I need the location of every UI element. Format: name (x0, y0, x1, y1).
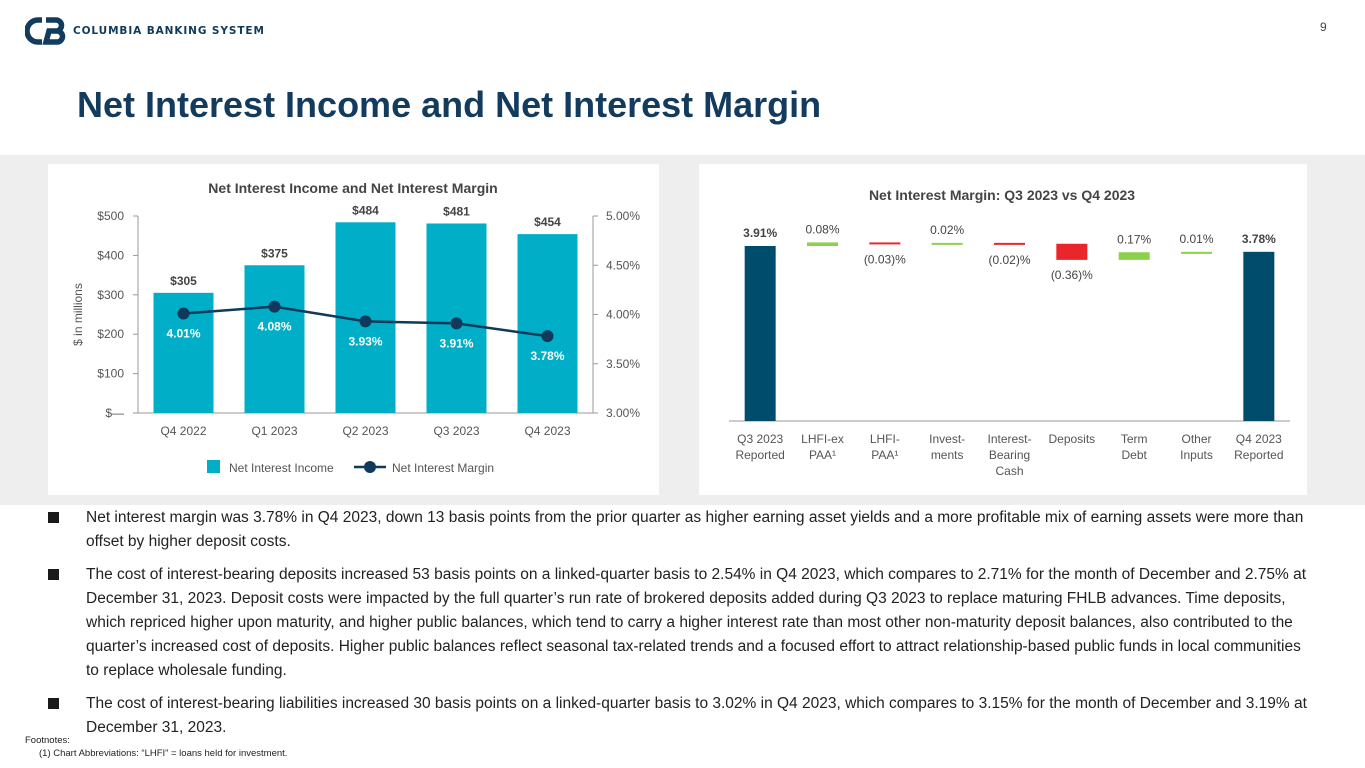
waterfall-category-label: Reported (735, 448, 784, 462)
left-tick-label: $300 (97, 288, 124, 302)
waterfall-category-label: LHFI- (870, 432, 900, 446)
legend-swatch-nii (207, 460, 220, 473)
waterfall-value-label: 3.78% (1242, 232, 1276, 246)
waterfall-category-label: Term (1121, 432, 1148, 446)
square-bullet-icon (48, 569, 59, 580)
waterfall-category-label: Other (1181, 432, 1211, 446)
square-bullet-icon (48, 512, 59, 523)
waterfall-bar (1056, 243, 1088, 260)
waterfall-category-label: ments (931, 448, 964, 462)
nim-point (541, 330, 554, 343)
nim-point (450, 317, 463, 330)
waterfall-category-label: Interest- (987, 432, 1031, 446)
bullet-text: Net interest margin was 3.78% in Q4 2023… (86, 509, 1304, 550)
nim-point-label: 3.93% (348, 334, 382, 348)
waterfall-value-label: (0.02)% (988, 253, 1030, 267)
waterfall-bar (931, 242, 963, 245)
waterfall-value-label: 0.08% (805, 222, 839, 236)
nii-bar-label: $481 (443, 204, 470, 218)
left-tick-label: $— (105, 406, 124, 420)
footnote-item: (1) Chart Abbreviations: “LHFI” = loans … (39, 748, 288, 759)
nim-point (359, 315, 372, 328)
nii-bar-label: $454 (534, 215, 561, 229)
waterfall-value-label: (0.36)% (1051, 268, 1093, 282)
waterfall-category-label: Inputs (1180, 448, 1213, 462)
waterfall-value-label: (0.03)% (864, 252, 906, 266)
logo-text: COLUMBIA BANKING SYSTEM (73, 25, 265, 37)
waterfall-value-label: 3.91% (743, 226, 777, 240)
bullet-item: The cost of interest-bearing liabilities… (48, 692, 1318, 740)
waterfall-bar (807, 242, 838, 246)
bullet-list: Net interest margin was 3.78% in Q4 2023… (48, 506, 1318, 749)
x-tick-label: Q2 2023 (342, 424, 388, 438)
nim-point-label: 3.78% (530, 349, 564, 363)
waterfall-category-label: Q3 2023 (737, 432, 783, 446)
waterfall-bar (744, 246, 776, 421)
square-bullet-icon (48, 698, 59, 709)
right-tick-label: 5.00% (606, 209, 640, 223)
cb-logo-icon (25, 17, 66, 45)
slide-header: COLUMBIA BANKING SYSTEM 9 Net Interest I… (0, 0, 1365, 155)
x-tick-label: Q3 2023 (433, 424, 479, 438)
y-axis-label: $ in millions (71, 283, 85, 346)
nii-bar-label: $305 (170, 274, 197, 288)
right-tick-label: 3.50% (606, 357, 640, 371)
waterfall-category-label: Bearing (989, 448, 1030, 462)
waterfall-category-label: Reported (1234, 448, 1283, 462)
waterfall-bar (1243, 251, 1275, 421)
footnotes-heading: Footnotes: (25, 735, 70, 746)
x-tick-label: Q1 2023 (251, 424, 297, 438)
bullet-item: The cost of interest-bearing deposits in… (48, 563, 1318, 683)
waterfall-bar (994, 242, 1025, 245)
nim-point-label: 4.08% (257, 320, 291, 334)
nii-bar (244, 265, 305, 413)
waterfall-value-label: 0.01% (1179, 232, 1213, 246)
chart2-title: Net Interest Margin: Q3 2023 vs Q4 2023 (869, 187, 1135, 203)
x-tick-label: Q4 2022 (160, 424, 206, 438)
waterfall-value-label: 0.17% (1117, 232, 1151, 246)
right-tick-label: 3.00% (606, 406, 640, 420)
waterfall-category-label: PAA¹ (809, 448, 836, 462)
left-tick-label: $200 (97, 327, 124, 341)
nim-point-label: 4.01% (166, 327, 200, 341)
bullet-item: Net interest margin was 3.78% in Q4 2023… (48, 506, 1318, 554)
waterfall-category-label: Q4 2023 (1236, 432, 1282, 446)
legend-label-nii: Net Interest Income (229, 461, 334, 475)
waterfall-bar (1118, 252, 1150, 260)
nii-nim-chart: Net Interest Income and Net Interest Mar… (71, 180, 640, 475)
nim-point (177, 307, 190, 320)
waterfall-category-label: PAA¹ (871, 448, 898, 462)
nim-waterfall-chart: Net Interest Margin: Q3 2023 vs Q4 2023 3… (729, 187, 1290, 478)
nim-point (268, 300, 281, 313)
waterfall-bar (869, 242, 901, 245)
legend-marker-nim (364, 461, 376, 473)
nim-waterfall-panel: Net Interest Margin: Q3 2023 vs Q4 2023 3… (699, 164, 1307, 495)
waterfall-category-label: Debt (1121, 448, 1147, 462)
waterfall-category-label: LHFI-ex (801, 432, 844, 446)
nii-bar (517, 234, 578, 413)
nii-bar-label: $484 (352, 203, 379, 217)
left-tick-label: $500 (97, 209, 124, 223)
right-tick-label: 4.50% (606, 258, 640, 272)
nii-chart-panel: Net Interest Income and Net Interest Mar… (48, 164, 659, 495)
nii-bar-label: $375 (261, 246, 288, 260)
legend-label-nim: Net Interest Margin (392, 461, 494, 475)
waterfall-bar (1181, 251, 1212, 254)
nim-point-label: 3.91% (439, 336, 473, 350)
page-title: Net Interest Income and Net Interest Mar… (77, 84, 822, 125)
waterfall-value-label: 0.02% (930, 223, 964, 237)
right-tick-label: 4.00% (606, 308, 640, 322)
company-logo: COLUMBIA BANKING SYSTEM (25, 16, 265, 46)
left-tick-label: $400 (97, 248, 124, 262)
bullet-text: The cost of interest-bearing deposits in… (86, 566, 1307, 679)
waterfall-category-label: Cash (995, 464, 1023, 478)
footnotes: Footnotes: (1) Chart Abbreviations: “LHF… (25, 734, 287, 760)
chart1-title: Net Interest Income and Net Interest Mar… (208, 180, 497, 196)
bullet-text: The cost of interest-bearing liabilities… (86, 695, 1307, 736)
page-number: 9 (1320, 20, 1327, 34)
waterfall-category-label: Deposits (1048, 432, 1095, 446)
left-tick-label: $100 (97, 367, 124, 381)
x-tick-label: Q4 2023 (524, 424, 570, 438)
waterfall-category-label: Invest- (929, 432, 965, 446)
